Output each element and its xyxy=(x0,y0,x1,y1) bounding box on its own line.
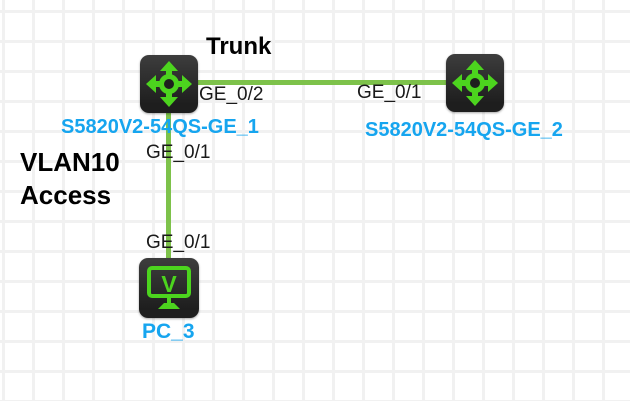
device-label-switch1: S5820V2-54QS-GE_1 xyxy=(61,116,259,138)
device-node-switch1[interactable] xyxy=(140,55,198,113)
port-label-sw1-access: GE_0/1 xyxy=(146,142,211,163)
annotation-vlan10-access[interactable]: VLAN10 Access xyxy=(20,146,120,212)
switch-4way-arrow-icon xyxy=(451,59,499,107)
port-label-pc-access: GE_0/1 xyxy=(146,232,211,253)
svg-text:V: V xyxy=(161,271,177,297)
annotation-vlan10-line1: VLAN10 xyxy=(20,147,120,177)
annotation-trunk[interactable]: Trunk xyxy=(206,33,272,60)
trunk-link[interactable] xyxy=(168,80,476,85)
device-label-pc3: PC_3 xyxy=(142,320,195,343)
pc-monitor-v-icon: V xyxy=(145,264,193,312)
annotation-vlan10-line2: Access xyxy=(20,180,112,210)
device-node-pc3[interactable]: V xyxy=(139,258,199,318)
device-node-switch2[interactable] xyxy=(446,54,504,112)
port-label-sw1-trunk: GE_0/2 xyxy=(199,84,264,105)
device-label-switch2: S5820V2-54QS-GE_2 xyxy=(365,119,563,141)
switch-4way-arrow-icon xyxy=(145,60,193,108)
access-link[interactable] xyxy=(166,84,171,290)
port-label-sw2-trunk: GE_0/1 xyxy=(357,82,422,103)
